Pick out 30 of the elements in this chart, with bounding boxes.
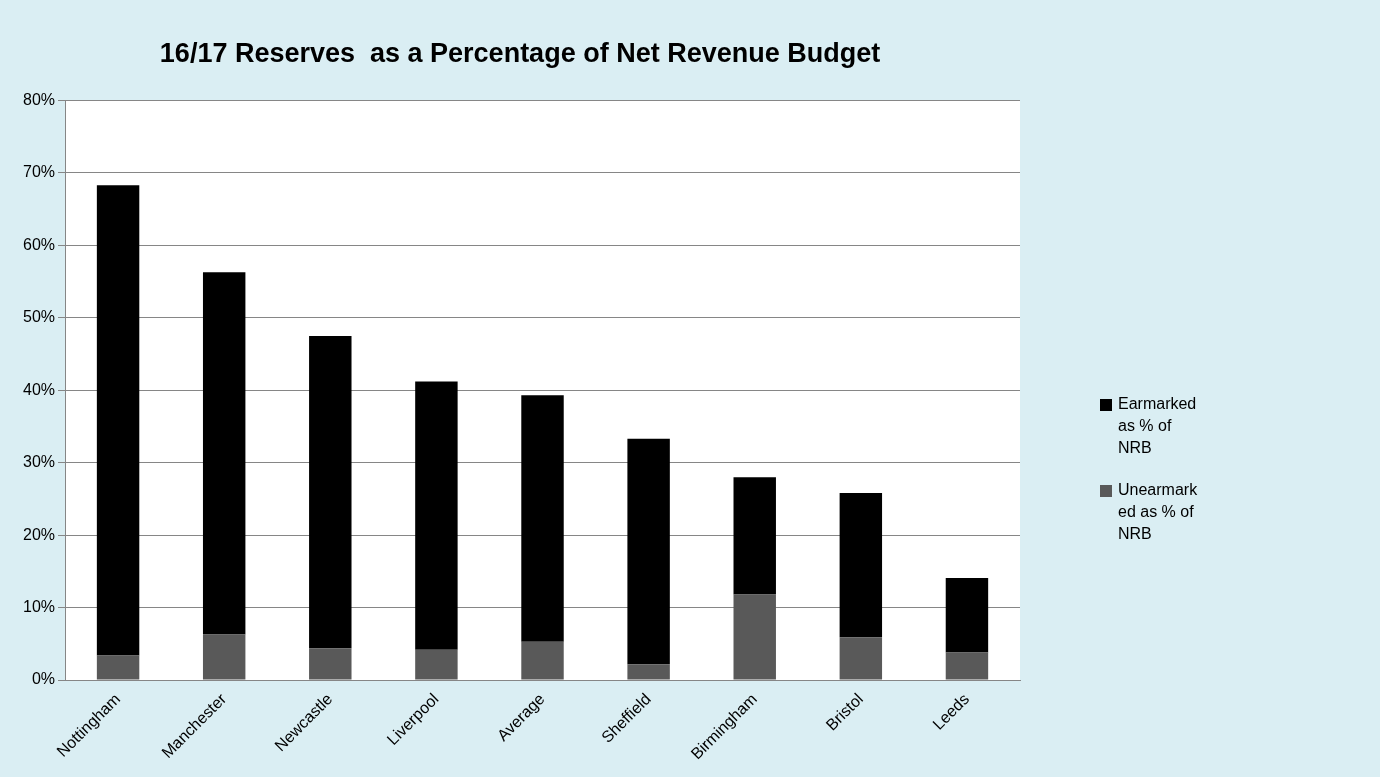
bar: [733, 477, 776, 595]
bar: [309, 648, 352, 680]
legend-label: Unearmarked as % of NRB: [1118, 480, 1199, 544]
y-tick-label: 40%: [22, 380, 56, 398]
bar: [415, 381, 458, 650]
bar: [945, 652, 989, 680]
y-tick-label: 70%: [22, 163, 56, 181]
y-tick-label: 50%: [22, 308, 56, 326]
bar: [521, 641, 564, 680]
bar: [627, 438, 670, 665]
legend-label: Earmarked as % of NRB: [1118, 394, 1198, 458]
bar: [733, 594, 776, 680]
bar: [96, 655, 140, 680]
bar: [627, 664, 670, 680]
chart-title: 16/17 Reserves as a Percentage of Net Revenue Budget: [159, 37, 881, 68]
bar: [945, 577, 989, 653]
y-tick-label: 60%: [22, 235, 56, 253]
bar: [521, 395, 564, 642]
y-tick-label: 80%: [22, 90, 56, 108]
bar: [309, 335, 352, 649]
bar: [96, 185, 140, 656]
bar: [202, 272, 246, 635]
bar: [202, 634, 246, 680]
y-tick-label: 0%: [31, 670, 56, 688]
bar: [415, 649, 458, 680]
bar: [839, 493, 883, 638]
y-tick-label: 30%: [22, 453, 56, 471]
bar: [839, 637, 883, 680]
y-tick-label: 10%: [22, 598, 56, 616]
y-tick-label: 20%: [22, 525, 56, 543]
